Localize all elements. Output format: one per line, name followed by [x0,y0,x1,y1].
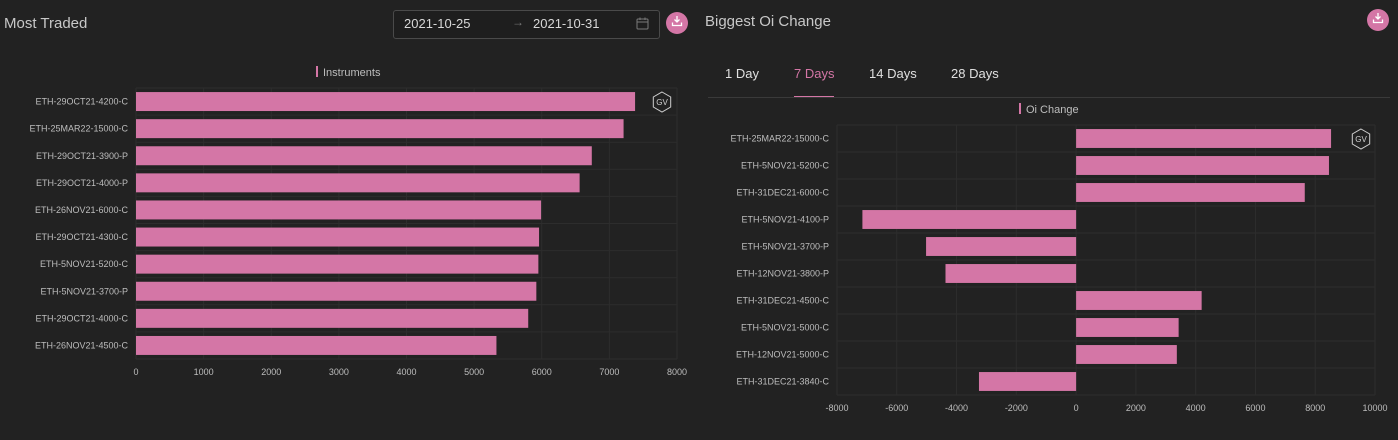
legend-swatch [316,66,318,77]
tick-label: 2000 [1126,403,1146,413]
category-label: ETH-5NOV21-5200-C [40,259,129,269]
biggest-oi-change-chart: Oi Change ETH-25MAR22-15000-C ETH-5NOV21-5… [730,103,1388,413]
tick-label: 8000 [667,367,687,377]
category-label: ETH-5NOV21-3700-P [40,286,128,296]
tab-1-day[interactable]: 1 Day [725,66,759,81]
tab-14-days[interactable]: 14 Days [869,66,917,81]
legend-label: Oi Change [1026,104,1079,116]
bar [136,92,636,112]
watermark-hexagon [652,91,672,113]
bar [136,227,540,247]
watermark-badge: GV [652,91,672,113]
tick-label: 0 [133,367,138,377]
bar [1076,291,1202,310]
date-range-picker[interactable]: 2021-10-25 → 2021-10-31 [393,10,660,39]
bar [926,237,1077,256]
tick-label: 2000 [261,367,281,377]
calendar-icon[interactable] [636,17,649,33]
bar [1076,318,1179,337]
bar [1076,156,1329,175]
category-label: ETH-29OCT21-4300-C [35,232,128,242]
most-traded-chart: Instruments ETH-29OCT21-4200-C ETH-25MAR22… [29,66,687,377]
tick-label: 6000 [532,367,552,377]
bar [136,281,537,301]
category-label: ETH-26NOV21-4500-C [35,340,129,350]
download-button[interactable] [1367,9,1389,31]
category-label: ETH-29OCT21-3900-P [36,151,128,161]
category-label: ETH-12NOV21-5000-C [736,350,830,360]
legend-label: Instruments [323,67,381,79]
biggest-oi-change-title: Biggest Oi Change [705,13,831,30]
tick-label: 6000 [1245,403,1265,413]
tick-label: 1000 [194,367,214,377]
date-range-arrow: → [512,15,524,29]
category-label: ETH-31DEC21-4500-C [736,296,829,306]
category-label: ETH-12NOV21-3800-P [736,269,829,279]
category-label: ETH-5NOV21-4100-P [741,215,829,225]
date-to-input[interactable]: 2021-10-31 [533,16,600,31]
tab-7-days[interactable]: 7 Days [794,66,835,81]
category-label: ETH-25MAR22-15000-C [29,124,128,134]
bar [136,335,497,355]
category-label: ETH-29OCT21-4000-P [36,178,128,188]
download-icon [1372,11,1384,29]
tick-label: 3000 [329,367,349,377]
tick-label: 4000 [1186,403,1206,413]
bar [862,210,1077,229]
download-icon [671,14,683,32]
tick-label: 4000 [396,367,416,377]
category-label: ETH-26NOV21-6000-C [35,205,129,215]
watermark-text: GV [656,98,668,107]
bar [1076,345,1177,364]
biggest-oi-change-panel: Biggest Oi Change 1 Day 7 Days 14 Days 2… [700,0,1398,439]
tick-label: 8000 [1305,403,1325,413]
watermark-badge: GV [1351,128,1371,150]
category-label: ETH-31DEC21-6000-C [736,188,829,198]
bar [136,308,529,328]
bar [136,119,624,139]
active-tab-indicator [794,96,834,97]
category-label: ETH-29OCT21-4000-C [35,313,128,323]
tick-label: 10000 [1362,403,1387,413]
bar [136,254,539,274]
category-label: ETH-5NOV21-5200-C [741,161,830,171]
tab-28-days[interactable]: 28 Days [951,66,999,81]
tick-label: 7000 [599,367,619,377]
bar [136,173,580,193]
tick-label: -2000 [1005,403,1028,413]
bar [945,264,1077,283]
tick-label: -4000 [945,403,968,413]
bar [978,372,1077,391]
legend-swatch [1019,103,1021,114]
tick-label: -6000 [885,403,908,413]
period-tabs: 1 Day 7 Days 14 Days 28 Days [708,55,1390,98]
category-label: ETH-29OCT21-4200-C [35,97,128,107]
category-label: ETH-25MAR22-15000-C [730,134,829,144]
watermark-text: GV [1355,135,1367,144]
most-traded-panel: Most Traded 2021-10-25 → 2021-10-31 Inst… [0,0,700,439]
tick-label: 0 [1074,403,1079,413]
most-traded-title: Most Traded [4,15,88,32]
bar [1076,129,1332,148]
bar [136,200,542,220]
bar [136,146,592,166]
category-label: ETH-5NOV21-3700-P [741,242,829,252]
download-button[interactable] [666,12,688,34]
date-from-input[interactable]: 2021-10-25 [404,16,471,31]
tick-label: 5000 [464,367,484,377]
bar [1076,183,1305,202]
category-label: ETH-31DEC21-3840-C [736,377,829,387]
watermark-hexagon [1351,128,1371,150]
category-label: ETH-5NOV21-5000-C [741,323,830,333]
tick-label: -8000 [825,403,848,413]
